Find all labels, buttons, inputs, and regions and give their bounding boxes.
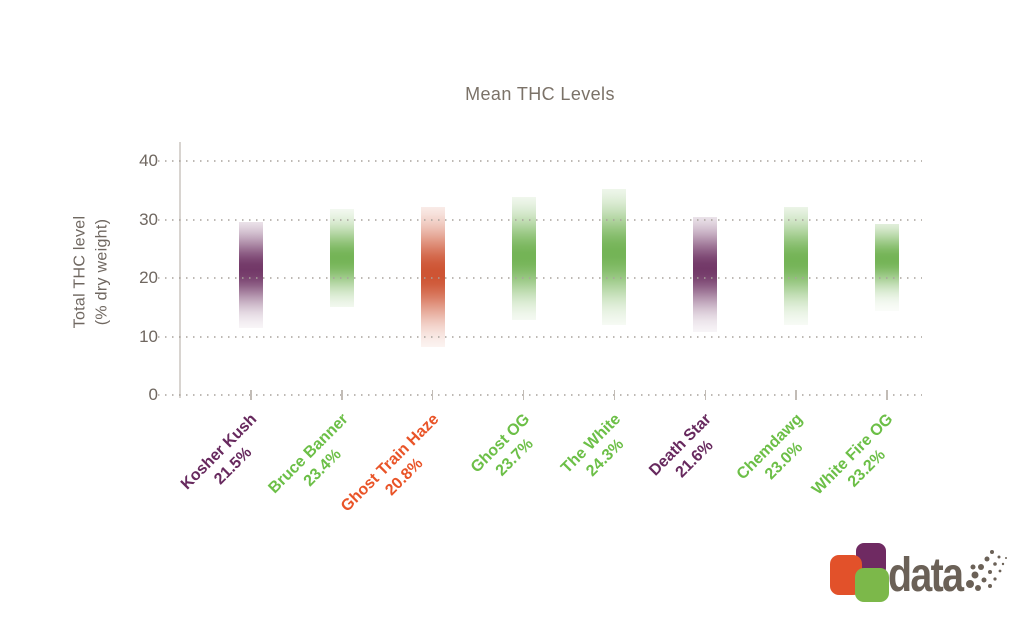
- gridline-0: [158, 394, 922, 396]
- y-tick-label-20: 20: [139, 268, 158, 287]
- logo-dot-spray-icon: [966, 550, 1007, 591]
- x-tick-mark: [431, 390, 434, 400]
- thc-bar-the-white: [602, 189, 627, 325]
- x-tick-mark: [341, 390, 343, 400]
- x-tick-mark: [613, 390, 616, 400]
- x-tick-mark: [886, 390, 888, 400]
- gridline-20: [158, 277, 922, 279]
- gridline-30: [158, 218, 922, 221]
- brand-logo: data: [828, 543, 1018, 609]
- x-tick-mark: [704, 390, 707, 400]
- thc-bar-death-star: [693, 217, 718, 332]
- thc-bar-chemdawg: [784, 207, 809, 325]
- x-tick-mark: [795, 390, 797, 400]
- thc-bar-bruce-banner: [329, 208, 354, 307]
- logo-green-square: [855, 568, 889, 602]
- gridline-40: [158, 160, 922, 162]
- thc-bar-ghost-og: [511, 197, 536, 320]
- logo-wordmark: data: [888, 549, 964, 602]
- chart-title: Mean THC Levels: [465, 84, 615, 104]
- y-axis-line: [179, 142, 181, 398]
- y-tick-label-40: 40: [139, 151, 158, 170]
- thc-bar-white-fire-og: [874, 224, 899, 312]
- y-tick-label-10: 10: [139, 326, 158, 346]
- x-tick-mark: [522, 390, 525, 400]
- thc-bar-kosher-kush: [239, 222, 263, 328]
- gridline-10: [158, 335, 922, 338]
- y-tick-label-30: 30: [139, 209, 158, 229]
- y-tick-label-0: 0: [148, 385, 158, 404]
- x-tick-mark: [250, 390, 252, 400]
